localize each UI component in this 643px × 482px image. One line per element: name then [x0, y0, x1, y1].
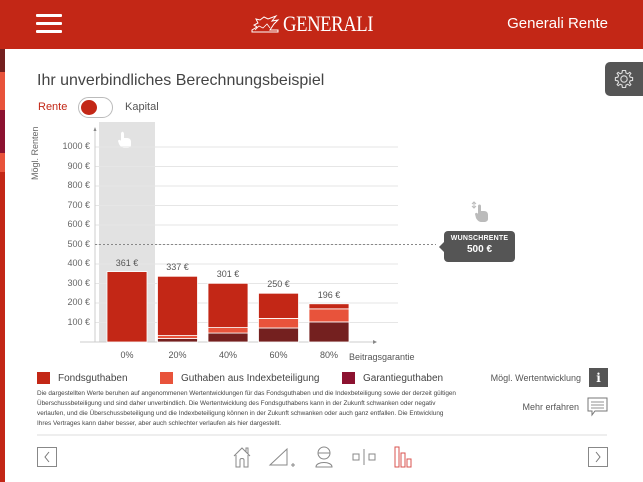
side-stripe-2: [0, 72, 5, 110]
bar-segment-fondsguthaben[interactable]: [308, 303, 350, 310]
y-tick-label: 800 €: [67, 180, 90, 190]
info-icon: i: [589, 368, 608, 387]
bar-segment-guthaben-aus-indexbeteiligung[interactable]: [258, 318, 299, 329]
chevron-left-icon: [44, 451, 50, 463]
y-tick-label: 200 €: [67, 297, 90, 307]
bar-segment-guthaben-aus-indexbeteiligung[interactable]: [308, 308, 350, 323]
y-tick-label: 100 €: [67, 316, 90, 327]
y-tick-label: 300 €: [67, 277, 90, 288]
y-tick-label: 700 €: [67, 199, 90, 210]
bottom-divider: [37, 434, 607, 436]
menu-icon[interactable]: [36, 14, 62, 34]
bar-segment-fondsguthaben[interactable]: [106, 271, 148, 343]
wunschrente-tooltip[interactable]: WUNSCHRENTE 500 €: [439, 231, 515, 262]
side-stripe-1: [0, 49, 5, 72]
mehr-erfahren-label: Mehr erfahren: [522, 402, 579, 412]
disclaimer-text: Die dargestellten Werte beruhen auf ange…: [37, 390, 456, 427]
legend-swatch-fonds: [37, 372, 50, 384]
chevron-right-icon: [595, 451, 601, 463]
app-title: Generali Rente: [507, 15, 608, 32]
x-axis-label: Beitragsgarantie: [349, 352, 415, 362]
rente-kapital-toggle[interactable]: [78, 97, 113, 118]
y-tick-label: 900 €: [67, 160, 90, 171]
bar-segment-fondsguthaben[interactable]: [258, 292, 299, 319]
x-axis-arrow: [373, 340, 377, 344]
y-tick-label: 500 €: [67, 238, 90, 249]
settings-button[interactable]: [605, 62, 643, 96]
bar-segment-garantieguthaben[interactable]: [207, 332, 249, 343]
x-tick-label[interactable]: 60%: [269, 350, 288, 360]
tooltip-title: WUNSCHRENTE: [450, 235, 509, 242]
side-stripe-3: [0, 110, 5, 153]
bar-chart-icon[interactable]: [394, 445, 412, 469]
side-stripe-4: [0, 153, 5, 172]
side-stripe-5: [0, 172, 5, 482]
toggle-label-kapital[interactable]: Kapital: [125, 101, 159, 113]
legend-item-fonds: Fondsguthaben: [37, 372, 128, 384]
prev-button[interactable]: [37, 447, 57, 467]
bar-segment-garantieguthaben[interactable]: [157, 338, 198, 343]
legend-label-garantie: Garantieguthaben: [363, 372, 444, 384]
wertentwicklung-label: Mögl. Wertentwicklung: [490, 372, 581, 383]
x-tick-label[interactable]: 20%: [168, 350, 187, 360]
bar-segment-garantieguthaben[interactable]: [308, 321, 350, 343]
legend-label-fonds: Fondsguthaben: [58, 372, 128, 384]
bar-total-label: 250 €: [267, 279, 290, 290]
y-axis-arrow: [93, 127, 97, 131]
legend-item-garantie: Garantieguthaben: [342, 372, 443, 384]
x-tick-label[interactable]: 40%: [218, 350, 237, 360]
top-bar: GENERALI Generali Rente: [0, 0, 643, 49]
speech-bubble-icon: [587, 397, 608, 417]
bar-total-label: 361 €: [115, 257, 139, 268]
legend-swatch-garantie: [342, 372, 355, 384]
bar-total-label: 337 €: [166, 262, 189, 273]
triangle-plus-icon[interactable]: [268, 445, 298, 469]
y-tick-label: 600 €: [67, 219, 90, 229]
brand-name: GENERALI: [283, 11, 374, 36]
page-title: Ihr unverbindliches Berechnungsbeispiel: [37, 72, 325, 89]
person-icon[interactable]: [314, 445, 334, 469]
compare-icon[interactable]: [352, 445, 376, 469]
bar-total-label: 196 €: [317, 289, 341, 300]
bar-segment-fondsguthaben[interactable]: [157, 275, 198, 336]
mehr-erfahren-button[interactable]: Mehr erfahren: [522, 397, 608, 417]
legend-item-index: Guthaben aus Indexbeteiligung: [160, 372, 319, 384]
bar-segment-guthaben-aus-indexbeteiligung[interactable]: [157, 335, 198, 339]
pension-chart: Mögl. Renten 1000 € 900 € 800 € 700 € 600 € 5…: [30, 122, 515, 362]
tap-hand-icon: [118, 131, 131, 148]
generali-logo: GENERALI: [250, 12, 389, 36]
toggle-knob: [81, 100, 97, 115]
y-tick-label: 1000 €: [62, 141, 90, 151]
bar-segment-guthaben-aus-indexbeteiligung[interactable]: [207, 327, 249, 334]
wertentwicklung-button[interactable]: Mögl. Wertentwicklung i: [491, 368, 608, 387]
bar-total-label: 301 €: [216, 269, 240, 280]
bar-segment-garantieguthaben[interactable]: [258, 327, 299, 343]
y-axis-label: Mögl. Renten: [30, 126, 40, 180]
lion-icon: [251, 14, 280, 33]
toggle-label-rente[interactable]: Rente: [38, 101, 68, 113]
bar-segment-fondsguthaben[interactable]: [207, 282, 249, 328]
tooltip-value: 500 €: [466, 244, 493, 255]
next-button[interactable]: [588, 447, 608, 467]
x-tick-label[interactable]: 80%: [319, 350, 338, 360]
y-tick-label: 400 €: [67, 258, 90, 268]
legend-swatch-index: [160, 372, 173, 384]
chart-svg: [80, 122, 436, 344]
drag-hand-icon: [471, 201, 488, 222]
legend-label-index: Guthaben aus Indexbeteiligung: [181, 372, 320, 384]
x-tick-label[interactable]: 0%: [120, 350, 134, 360]
gear-icon: [614, 69, 634, 89]
home-icon[interactable]: [232, 445, 252, 469]
